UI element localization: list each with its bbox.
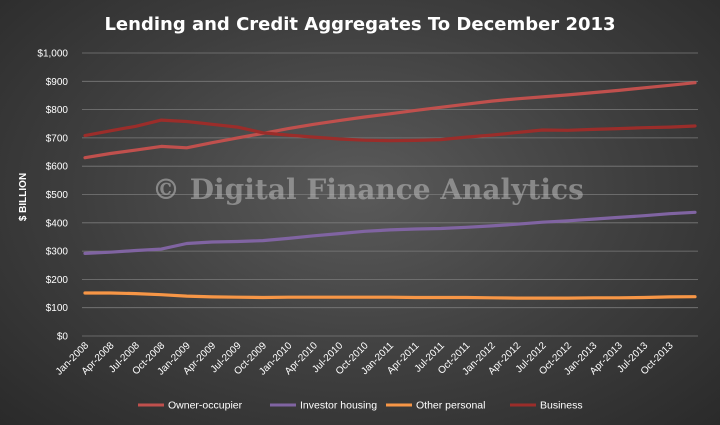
y-axis: $0 $100 $200 $300 $400 $500 $600 $700 $800 $900 $1… <box>37 49 68 343</box>
y-tick-label: $0 <box>57 332 69 343</box>
watermark: © Digital Finance Analytics <box>152 173 584 206</box>
legend-item-label: Other personal <box>416 400 485 412</box>
gridlines <box>82 52 698 337</box>
series-line-investor-housing <box>83 210 697 255</box>
y-tick-label: $300 <box>46 247 69 258</box>
legend-item-label: Business <box>540 400 583 412</box>
legend: Owner-occupier Investor housing Other pers… <box>138 400 583 412</box>
x-axis: Jan-2008Apr-2008Jul-2008Oct-2008Jan-2009… <box>54 340 676 378</box>
y-tick-label: $700 <box>46 133 69 144</box>
y-tick-label: $900 <box>46 77 69 88</box>
y-tick-label: $400 <box>46 218 69 229</box>
y-tick-label: $200 <box>46 275 69 286</box>
series-line-owner-occupier <box>83 81 697 160</box>
legend-item-label: Investor housing <box>300 400 377 412</box>
legend-item-label: Owner-occupier <box>168 400 243 412</box>
y-tick-label: $600 <box>46 162 69 173</box>
y-tick-label: $800 <box>46 105 69 116</box>
y-axis-label: $ BILLION <box>18 173 29 221</box>
y-tick-label: $500 <box>46 190 69 201</box>
series-line-other-personal <box>83 291 697 300</box>
series-line-business <box>83 118 697 143</box>
chart-title: Lending and Credit Aggregates To Decembe… <box>104 14 615 35</box>
series-lines <box>83 81 697 300</box>
y-tick-label: $100 <box>46 303 69 314</box>
y-tick-label: $1,000 <box>37 49 68 60</box>
